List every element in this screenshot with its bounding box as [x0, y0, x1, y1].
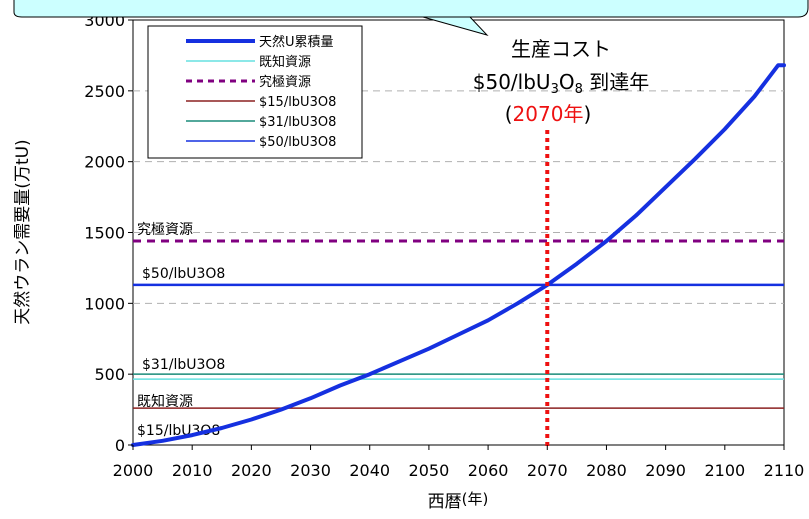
- series-point-0-9: [397, 359, 401, 363]
- series-point-0-12: [486, 318, 490, 322]
- legend-label-3: $15/lbU3O8: [259, 95, 336, 110]
- y-tick-label-1: 500: [94, 365, 125, 384]
- legend-label-4: $31/lbU3O8: [259, 115, 336, 130]
- series-point-0-16: [604, 239, 608, 243]
- series-point-0-23: [782, 63, 786, 67]
- legend-label-2: 究極資源: [259, 74, 311, 90]
- series-point-0-21: [752, 95, 756, 98]
- y-tick-label-4: 2000: [84, 153, 125, 172]
- x-tick-label-9: 2090: [645, 461, 686, 480]
- legend-label-5: $50/lbU3O8: [259, 135, 336, 150]
- series-point-0-5: [279, 408, 283, 412]
- annotation-close-paren: ): [583, 102, 591, 126]
- y-tick-label-2: 1000: [84, 294, 125, 313]
- series-point-0-22: [776, 63, 780, 67]
- series-point-0-10: [427, 347, 431, 351]
- y-tick-label-5: 2500: [84, 82, 125, 101]
- legend-label-1: 既知資源: [259, 54, 311, 70]
- series-point-0-7: [338, 384, 342, 387]
- annotation-line1: 生産コスト: [511, 37, 611, 61]
- x-tick-label-8: 2080: [586, 461, 627, 480]
- x-tick-label-4: 2040: [349, 461, 390, 480]
- y-tick-label-0: 0: [115, 436, 125, 455]
- series-point-0-15: [575, 262, 579, 266]
- annotation-line2-sub1: 3: [551, 82, 559, 97]
- x-tick-label-6: 2060: [468, 461, 509, 480]
- series-point-0-3: [220, 426, 224, 430]
- series-point-0-8: [368, 372, 372, 376]
- x-tick-label-1: 2010: [172, 461, 213, 480]
- reference-label-4: $50/lbU3O8: [142, 266, 225, 282]
- annotation-line2: $50/lbU3O8 到達年: [473, 70, 649, 97]
- y-axis-title: 天然ウラン需要量(万tU): [13, 139, 33, 324]
- callout-bubble: [13, 0, 809, 36]
- series-line-0: [131, 63, 786, 447]
- y-tick-label-3: 1500: [84, 224, 125, 243]
- x-tick-label-7: 2070: [527, 461, 568, 480]
- series-point-0-19: [693, 157, 697, 161]
- annotation-line2-sub2: 8: [575, 82, 583, 97]
- annotation-line2-post: 到達年: [583, 70, 649, 94]
- x-tick-label-0: 2000: [113, 461, 154, 480]
- annotation-line2-pre: $50/lbU: [473, 70, 551, 94]
- x-tick-label-10: 2100: [704, 461, 745, 480]
- series-point-0-4: [249, 418, 253, 421]
- annotation-open-paren: (: [505, 102, 513, 126]
- annotation-year: 2070年: [513, 102, 584, 126]
- x-tick-label-3: 2030: [290, 461, 331, 480]
- x-axis-title-main: 西暦: [428, 492, 462, 512]
- series-point-0-17: [634, 214, 638, 217]
- series-point-0-20: [723, 127, 727, 131]
- x-tick-label-11: 2110: [764, 461, 805, 480]
- x-tick-label-2: 2020: [231, 461, 272, 480]
- series-point-0-11: [457, 333, 460, 336]
- x-axis-ticks: 2000 2010 2020 2030 2040 2050 2060 2070 2080 2090…: [113, 445, 805, 480]
- reference-label-3: $31/lbU3O8: [142, 357, 225, 373]
- reference-label-0: 既知資源: [137, 393, 193, 410]
- legend-box: [147, 25, 363, 159]
- series-point-0-13: [516, 301, 520, 305]
- annotation-line3: (2070年): [505, 102, 592, 126]
- legend-label-0: 天然U累積量: [259, 34, 334, 50]
- x-axis-title: 西暦(年): [428, 490, 489, 512]
- series-point-0-18: [664, 185, 668, 189]
- x-tick-label-5: 2050: [409, 461, 450, 480]
- reference-label-1: 究極資源: [137, 222, 193, 238]
- x-axis-title-unit: (年): [462, 490, 489, 508]
- series-point-0-6: [309, 396, 313, 400]
- series-point-0-2: [190, 433, 194, 437]
- annotation-line2-mid: O: [559, 70, 575, 94]
- series-point-0-1: [161, 439, 165, 443]
